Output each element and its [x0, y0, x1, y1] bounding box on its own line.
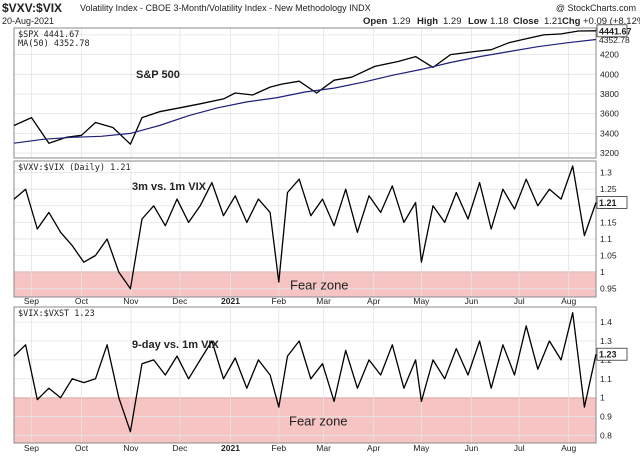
x-tick-label: Aug	[561, 296, 576, 306]
x-tick-label: Dec	[172, 443, 188, 453]
y-tick-label: 3200	[600, 148, 619, 158]
open-value: 1.29	[392, 16, 411, 27]
last-value-label: 4441.67	[599, 26, 632, 36]
x-tick-label: Mar	[316, 296, 331, 306]
y-tick-label: 4200	[600, 50, 619, 60]
y-tick-label: 0.8	[600, 430, 612, 440]
y-tick-label: 3600	[600, 109, 619, 119]
low-value: 1.18	[490, 16, 509, 27]
y-tick-label: 3400	[600, 128, 619, 138]
y-tick-label: 1.25	[600, 184, 617, 194]
x-tick-label: 2021	[221, 296, 240, 306]
x-tick-label: Aug	[561, 443, 576, 453]
x-tick-label: Dec	[172, 296, 188, 306]
x-tick-label: Nov	[123, 443, 139, 453]
last-value-badge	[596, 24, 628, 38]
chart-symbol: $VXV:$VIX	[2, 1, 62, 15]
x-tick-label: 2021	[221, 443, 240, 453]
fear-zone-label: Fear zone	[290, 278, 349, 293]
open-label: Open	[363, 16, 387, 27]
x-tick-label: Apr	[367, 296, 380, 306]
y-tick-label: 4000	[600, 69, 619, 79]
last-value-label: 1.21	[599, 198, 617, 208]
series-line-0	[13, 165, 597, 290]
series-line-1	[13, 38, 597, 144]
series-line-0	[13, 312, 597, 433]
x-tick-label: May	[413, 296, 430, 306]
x-tick-label: Feb	[271, 443, 286, 453]
y-tick-label: 3800	[600, 89, 619, 99]
y-tick-label: 1.3	[600, 336, 612, 346]
ohlc-readout: Open 1.29 High 1.29 Low 1.18 Close 1.21 …	[363, 16, 640, 27]
panel-spx: 3200340036003800400042004400$SPX 4441.67…	[13, 24, 632, 159]
y-tick-label: 1.15	[600, 217, 617, 227]
x-tick-label: Mar	[316, 443, 331, 453]
chg-label: Chg	[562, 16, 581, 27]
x-tick-label: Jul	[514, 443, 525, 453]
panel-annotation: 3m vs. 1m VIX	[132, 181, 207, 193]
x-tick-label: Jul	[514, 296, 525, 306]
y-tick-label: 1.05	[600, 251, 617, 261]
panel-legend: $VXV:$VIX (Daily) 1.21	[18, 163, 131, 173]
chg-value: +0.09 (+8.12%)	[583, 16, 640, 27]
brand-watermark: @ StockCharts.com	[556, 3, 636, 13]
x-tick-label: May	[413, 443, 430, 453]
x-tick-label: Jun	[465, 296, 479, 306]
panel-vix_vxst: 0.80.911.11.21.31.4$VIX:$VXST 1.239-day …	[13, 306, 628, 453]
legend-ma: MA(50) 4352.78	[18, 39, 90, 49]
last-value-badge	[596, 347, 628, 361]
y-tick-label: 1.1	[600, 234, 612, 244]
fear-zone-label: Fear zone	[289, 413, 348, 428]
close-label: Close	[513, 16, 539, 27]
y-tick-label: 1.4	[600, 317, 612, 327]
panel-frame	[13, 306, 597, 444]
high-label: High	[417, 16, 438, 27]
x-tick-label: Jun	[465, 443, 479, 453]
high-value: 1.29	[443, 16, 462, 27]
chart-date: 20-Aug-2021	[2, 16, 54, 26]
y-tick-label: 0.95	[600, 284, 617, 294]
chart-panels: 3200340036003800400042004400$SPX 4441.67…	[13, 24, 632, 453]
legend-price: $SPX 4441.67	[18, 30, 79, 40]
last-value-label: 1.23	[599, 350, 617, 360]
y-tick-label: 1	[600, 393, 605, 403]
panel-frame	[13, 27, 597, 159]
panel-frame	[13, 160, 597, 298]
y-tick-label: 1.1	[600, 374, 612, 384]
y-tick-label: 1.3	[600, 168, 612, 178]
chart-description: Volatility Index - CBOE 3-Month/Volatili…	[80, 3, 371, 13]
ma-last-value-label: 4352.78	[599, 35, 630, 45]
x-tick-label: Sep	[24, 296, 39, 306]
x-tick-label: Nov	[123, 296, 139, 306]
last-value-badge	[596, 196, 628, 209]
low-label: Low	[468, 16, 488, 27]
x-tick-label: Sep	[24, 443, 39, 453]
x-tick-label: Oct	[75, 296, 89, 306]
panel-legend: $VIX:$VXST 1.23	[18, 309, 95, 319]
x-tick-label: Oct	[75, 443, 89, 453]
y-tick-label: 1	[600, 267, 605, 277]
panel-annotation: 9-day vs. 1m VIX	[132, 339, 219, 351]
series-line-0	[13, 30, 597, 145]
x-tick-label: Feb	[271, 296, 286, 306]
x-tick-label: Apr	[367, 443, 380, 453]
close-value: 1.21	[544, 16, 563, 27]
panel-annotation: S&P 500	[136, 69, 180, 81]
y-tick-label: 0.9	[600, 412, 612, 422]
